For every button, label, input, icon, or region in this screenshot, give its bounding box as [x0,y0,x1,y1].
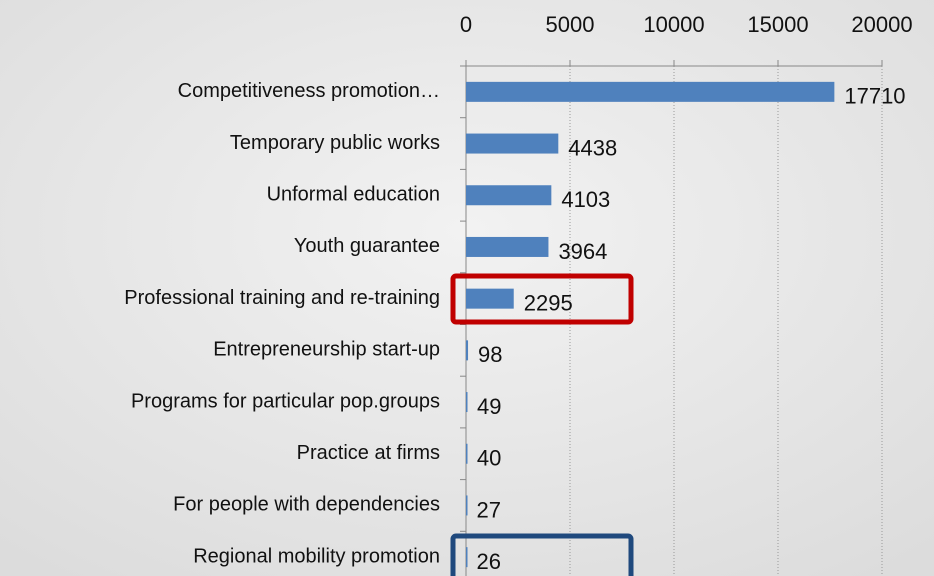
bar [466,340,469,361]
bar [466,443,468,464]
bar [466,288,514,309]
x-tick-label: 0 [460,12,472,37]
y-tick-label: Professional training and re-training [124,287,440,309]
data-label: 17710 [844,84,905,109]
y-tick-label: Competitiveness promotion… [178,80,440,102]
data-label: 4438 [568,135,617,160]
highlight-box-blue [450,533,634,576]
y-tick-label: Entrepreneurship start-up [213,339,440,361]
marks: Competitiveness promotion… 17710 Temporary… [124,80,905,574]
y-tick-label: For people with dependencies [173,494,440,516]
data-label: 27 [477,497,501,522]
x-tick-label: 15000 [747,12,808,37]
data-label: 40 [477,446,501,471]
y-tick-label: Programs for particular pop.groups [131,390,440,412]
bar [466,185,552,206]
bar [466,547,468,568]
bar [466,81,835,102]
data-label: 2295 [524,290,573,315]
y-tick-label: Unformal education [267,184,440,206]
y-tick-label: Practice at firms [297,442,440,464]
data-label: 26 [477,549,501,574]
x-tick-label: 20000 [851,12,912,37]
y-tick-label: Temporary public works [230,132,440,154]
data-label: 49 [477,394,501,419]
y-tick-label: Youth guarantee [294,235,440,257]
bar [466,133,559,154]
y-tick-label: Regional mobility promotion [193,545,440,567]
data-label: 4103 [561,187,610,212]
bar [466,392,468,413]
bar [466,236,549,257]
x-tick-label: 10000 [643,12,704,37]
highlight-box-red [450,273,634,325]
data-label: 3964 [558,239,607,264]
data-label: 98 [478,342,502,367]
x-tick-label: 5000 [546,12,595,37]
bar [466,495,468,516]
